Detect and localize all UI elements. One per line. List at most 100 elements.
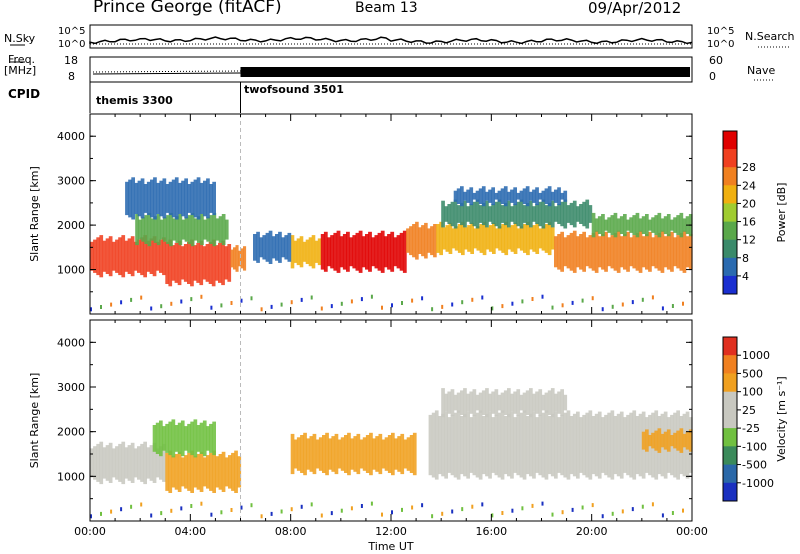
data-band-1-5 [522, 392, 527, 413]
data-band-0-11 [529, 191, 533, 201]
data-band-1-5 [447, 391, 452, 414]
data-band-1-3 [369, 432, 373, 476]
data-band-1-3 [356, 433, 361, 475]
nsky-trace [89, 36, 693, 45]
data-band-1-4 [585, 412, 590, 478]
colorbar-tick-label: 1000 [742, 349, 770, 362]
colorbar-segment [723, 239, 737, 259]
nsearch-tick-lo: 10^0 [707, 39, 735, 50]
data-band-0-1 [208, 241, 213, 284]
data-band-0-11 [538, 192, 543, 200]
data-band-1-5 [516, 389, 521, 416]
data-band-0-12 [601, 214, 605, 237]
noise-point [581, 298, 584, 303]
noise-point [471, 297, 474, 302]
data-band-0-6 [358, 230, 363, 273]
data-band-1-1 [218, 454, 223, 490]
data-band-1-5 [560, 389, 564, 416]
noise-point [531, 503, 534, 508]
data-band-0-8 [535, 222, 540, 254]
data-band-1-5 [510, 393, 514, 412]
noise-point [300, 297, 303, 302]
data-band-0-13 [287, 232, 292, 262]
data-band-0-4 [156, 182, 160, 214]
colorbar-label: Power [dB] [775, 183, 788, 243]
data-band-0-0 [130, 236, 135, 277]
colorbar-tick-label: 100 [742, 386, 763, 399]
nsky-label: N.Sky [4, 32, 36, 45]
data-band-1-1 [234, 450, 238, 493]
x-tick-label: 08:00 [275, 525, 307, 538]
data-band-0-10 [497, 199, 502, 229]
data-band-0-5 [290, 235, 295, 269]
data-band-1-0 [115, 446, 119, 480]
noise-point [591, 296, 594, 301]
noise-point [651, 502, 654, 507]
data-band-0-6 [323, 231, 328, 272]
freq-label: Freq. [8, 53, 36, 66]
data-band-0-10 [569, 202, 574, 226]
data-band-1-1 [224, 457, 229, 487]
data-band-1-6 [688, 429, 693, 452]
data-band-0-9 [648, 231, 652, 272]
data-band-0-3 [181, 219, 186, 240]
data-band-1-4 [475, 412, 480, 478]
data-band-0-10 [529, 200, 533, 228]
data-band-0-4 [206, 178, 210, 219]
data-band-1-1 [206, 455, 210, 489]
data-band-1-3 [306, 438, 310, 470]
data-band-1-3 [387, 435, 392, 473]
data-band-0-1 [190, 239, 194, 287]
noise-point [100, 511, 102, 516]
y-axis-label: Slant Range [km] [28, 373, 41, 469]
data-band-1-5 [500, 392, 505, 413]
data-band-1-4 [438, 416, 442, 475]
data-band-0-1 [187, 241, 191, 284]
data-band-0-8 [504, 221, 509, 256]
data-band-1-5 [475, 394, 480, 411]
data-band-0-6 [387, 234, 391, 270]
data-band-0-11 [513, 187, 517, 206]
data-band-0-8 [436, 224, 440, 253]
data-band-0-4 [209, 184, 213, 213]
data-band-0-9 [591, 232, 596, 271]
noise-point [501, 304, 504, 309]
noise-point [611, 304, 614, 309]
colorbar-segment [723, 355, 737, 374]
data-band-1-0 [159, 446, 163, 480]
data-band-1-5 [529, 388, 533, 418]
data-band-0-9 [566, 235, 571, 269]
data-band-0-9 [616, 230, 621, 273]
noise-point [170, 301, 173, 306]
data-band-0-1 [205, 244, 210, 282]
data-band-1-3 [328, 438, 332, 470]
data-band-0-0 [155, 241, 160, 271]
data-band-0-9 [641, 236, 646, 268]
data-band-0-8 [492, 222, 496, 254]
data-band-0-13 [259, 237, 263, 258]
data-band-0-2 [243, 246, 247, 271]
data-band-1-5 [563, 394, 568, 411]
data-band-0-11 [516, 192, 521, 200]
data-band-0-6 [320, 234, 325, 270]
data-band-1-6 [670, 435, 674, 447]
data-band-0-11 [488, 189, 492, 203]
data-band-1-4 [616, 413, 621, 477]
data-band-0-8 [457, 224, 462, 253]
station-title: Prince George (fitACF) [93, 0, 282, 17]
data-band-0-10 [500, 205, 505, 223]
data-band-0-12 [619, 216, 624, 234]
data-band-0-8 [470, 222, 474, 254]
data-band-0-8 [454, 226, 459, 251]
data-band-1-3 [318, 437, 323, 471]
noise-point [461, 507, 464, 512]
data-band-0-9 [666, 234, 671, 270]
noise-point [481, 295, 484, 300]
data-band-0-9 [635, 232, 640, 271]
noise-point [210, 305, 213, 310]
data-band-0-3 [193, 218, 198, 241]
data-band-1-1 [196, 454, 201, 490]
data-band-0-4 [178, 182, 182, 214]
noise-point [320, 306, 323, 311]
data-band-1-0 [96, 443, 100, 482]
